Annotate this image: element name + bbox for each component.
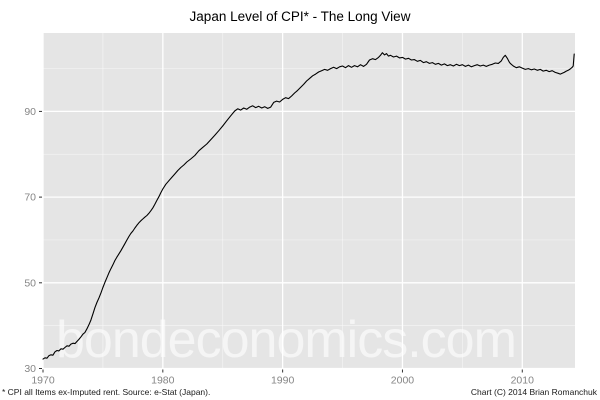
chart-title: Japan Level of CPI* - The Long View <box>189 9 411 24</box>
y-tick-label: 90 <box>24 106 36 118</box>
y-tick-label: 50 <box>24 277 36 289</box>
x-tick-label: 2000 <box>391 375 415 387</box>
x-tick-label: 2010 <box>511 375 535 387</box>
cpi-series-line <box>42 52 575 360</box>
y-tick-label: 30 <box>24 363 36 375</box>
x-tick-label: 1990 <box>271 375 295 387</box>
source-footnote: * CPI all Items ex-Imputed rent. Source:… <box>2 387 211 397</box>
y-tick-label: 70 <box>24 192 36 204</box>
x-tick-label: 1970 <box>31 375 55 387</box>
x-tick-label: 1980 <box>151 375 175 387</box>
copyright-footnote: Chart (C) 2014 Brian Romanchuk <box>470 387 597 397</box>
watermark-text: bondeconomics.com <box>56 311 516 369</box>
plot-panel <box>43 33 575 369</box>
